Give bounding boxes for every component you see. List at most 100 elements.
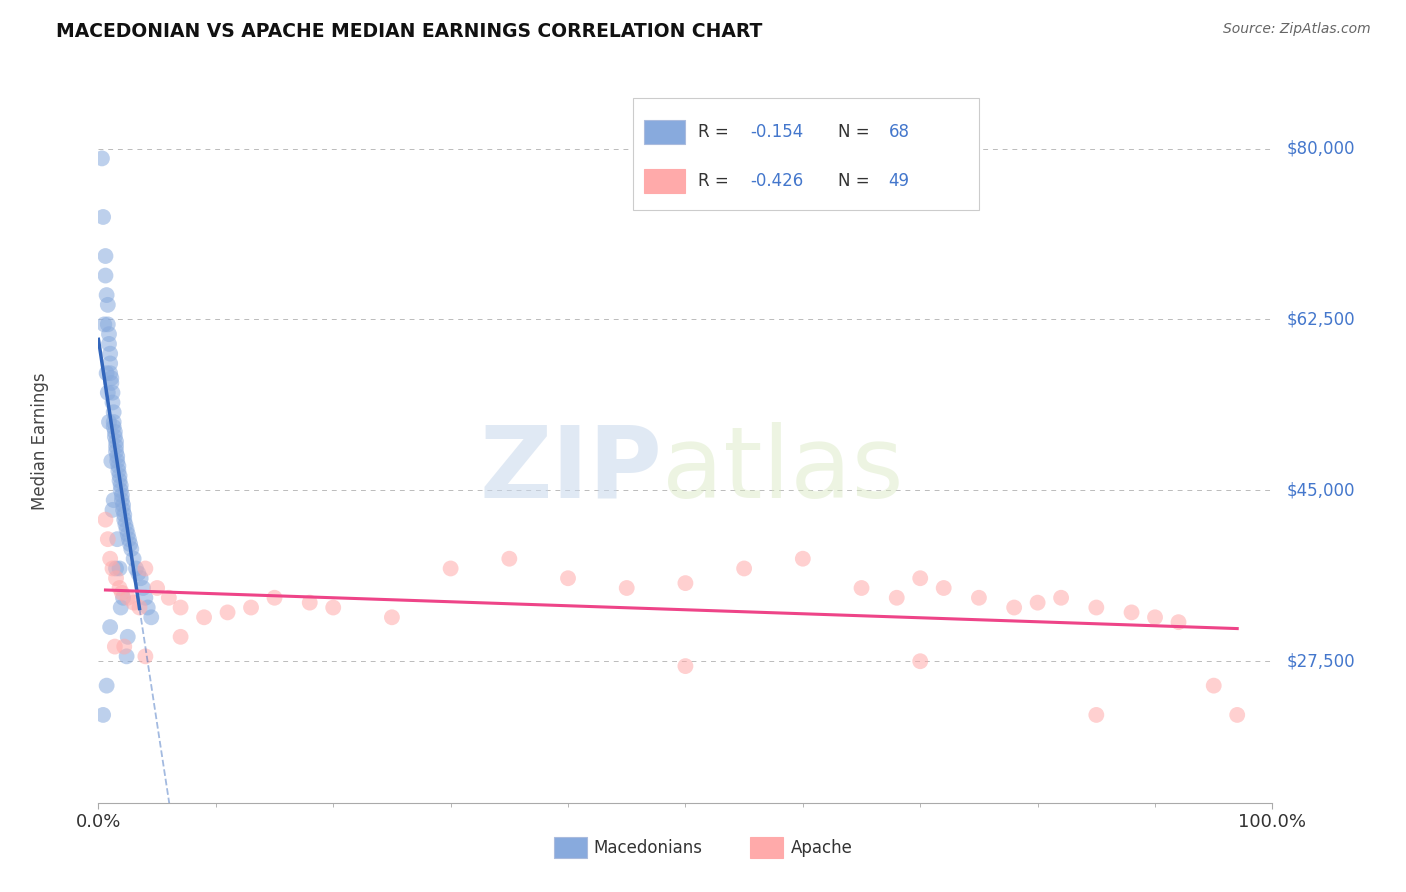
Point (122, 551, 145, 566)
Point (98, 327, 121, 342)
Point (101, 503, 124, 517)
Text: Macedonians: Macedonians (593, 838, 703, 856)
Point (105, 439, 128, 453)
Point (157, 591, 180, 605)
Point (94, 268, 117, 283)
Point (117, 527, 139, 541)
Point (557, 571, 579, 585)
Point (122, 596, 145, 610)
Text: $27,500: $27,500 (1286, 652, 1355, 670)
Point (101, 561, 124, 575)
Point (1050, 591, 1073, 605)
Point (908, 571, 931, 585)
Point (108, 581, 131, 595)
Text: $62,500: $62,500 (1286, 310, 1355, 328)
Point (112, 513, 135, 527)
Point (616, 581, 638, 595)
Point (886, 591, 908, 605)
Point (146, 581, 169, 595)
Text: ZIP: ZIP (479, 422, 662, 519)
Point (110, 483, 132, 498)
Point (381, 610, 404, 624)
Text: -0.154: -0.154 (749, 122, 803, 141)
Point (110, 478, 132, 492)
Point (136, 600, 159, 615)
Point (1226, 707, 1249, 722)
Point (115, 523, 138, 537)
Point (105, 454, 128, 468)
Point (98, 551, 121, 566)
Point (108, 474, 131, 488)
Point (107, 458, 129, 473)
Point (94, 249, 117, 263)
Text: MACEDONIAN VS APACHE MEDIAN EARNINGS CORRELATION CHART: MACEDONIAN VS APACHE MEDIAN EARNINGS COR… (56, 22, 762, 41)
Point (217, 606, 239, 620)
Point (1144, 610, 1167, 624)
Point (103, 420, 125, 434)
Point (98, 366, 121, 380)
Point (93, 318, 115, 332)
Point (298, 596, 321, 610)
Point (108, 561, 131, 575)
Point (169, 630, 191, 644)
Text: atlas: atlas (662, 422, 904, 519)
Point (91, 707, 114, 722)
Point (100, 371, 122, 385)
Point (792, 551, 814, 566)
Point (101, 395, 124, 409)
Point (103, 415, 125, 429)
Point (120, 541, 142, 556)
Point (105, 571, 128, 585)
Point (851, 581, 873, 595)
Point (97, 385, 120, 400)
Text: $45,000: $45,000 (1286, 482, 1355, 500)
Point (97, 532, 120, 546)
Point (112, 503, 135, 517)
Point (96, 679, 118, 693)
Point (112, 591, 135, 605)
Point (112, 498, 135, 512)
Point (967, 591, 990, 605)
Point (1121, 606, 1143, 620)
Point (263, 591, 285, 605)
Point (96, 366, 118, 380)
Point (675, 576, 697, 591)
Point (111, 586, 134, 600)
FancyBboxPatch shape (633, 98, 979, 211)
Point (120, 537, 142, 551)
Point (675, 659, 697, 673)
Point (134, 591, 156, 605)
Point (105, 561, 128, 575)
Text: Median Earnings: Median Earnings (31, 373, 49, 510)
Text: N =: N = (838, 172, 875, 190)
Point (111, 493, 134, 508)
Text: Apache: Apache (792, 838, 853, 856)
FancyBboxPatch shape (644, 169, 686, 193)
Point (1026, 596, 1049, 610)
Point (103, 493, 125, 508)
Point (98, 356, 121, 370)
Point (240, 600, 263, 615)
Text: 68: 68 (889, 122, 910, 141)
Point (498, 551, 520, 566)
Point (114, 517, 136, 532)
Point (169, 600, 191, 615)
Point (1085, 707, 1108, 722)
Point (110, 600, 132, 615)
Point (112, 508, 135, 522)
Point (91, 152, 114, 166)
Point (105, 434, 128, 449)
Point (117, 630, 139, 644)
Text: Source: ZipAtlas.com: Source: ZipAtlas.com (1223, 22, 1371, 37)
Point (98, 337, 121, 351)
Point (1167, 615, 1189, 630)
Point (439, 561, 461, 575)
Point (94, 513, 117, 527)
Point (132, 581, 155, 595)
Text: $80,000: $80,000 (1286, 140, 1355, 158)
Point (193, 610, 215, 624)
Point (107, 464, 129, 478)
Text: -0.426: -0.426 (749, 172, 803, 190)
Point (97, 318, 120, 332)
Point (118, 532, 141, 546)
